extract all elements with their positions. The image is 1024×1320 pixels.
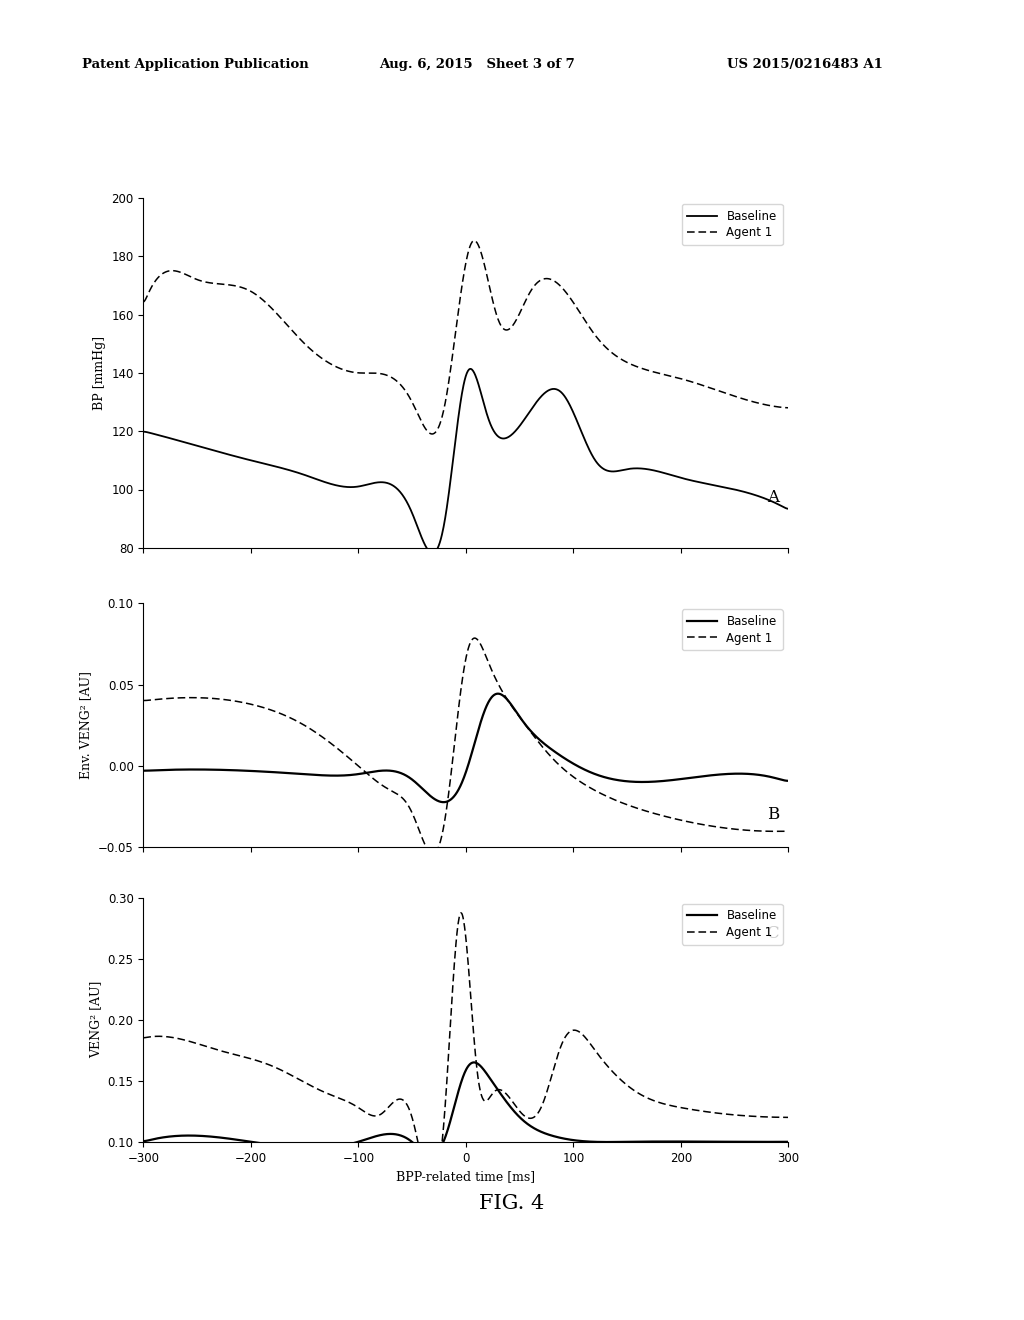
Y-axis label: BP [mmHg]: BP [mmHg] — [93, 335, 105, 411]
X-axis label: BPP-related time [ms]: BPP-related time [ms] — [396, 1170, 536, 1183]
Legend: Baseline, Agent 1: Baseline, Agent 1 — [682, 609, 782, 651]
Text: B: B — [767, 807, 779, 824]
Text: US 2015/0216483 A1: US 2015/0216483 A1 — [727, 58, 883, 71]
Y-axis label: Env. VENG² [AU]: Env. VENG² [AU] — [79, 672, 92, 779]
Text: C: C — [766, 924, 779, 941]
Text: FIG. 4: FIG. 4 — [479, 1195, 545, 1213]
Text: Aug. 6, 2015   Sheet 3 of 7: Aug. 6, 2015 Sheet 3 of 7 — [379, 58, 574, 71]
Y-axis label: VENG² [AU]: VENG² [AU] — [89, 981, 102, 1059]
Text: A: A — [767, 488, 779, 506]
Legend: Baseline, Agent 1: Baseline, Agent 1 — [682, 203, 782, 246]
Text: Patent Application Publication: Patent Application Publication — [82, 58, 308, 71]
Legend: Baseline, Agent 1: Baseline, Agent 1 — [682, 903, 782, 945]
